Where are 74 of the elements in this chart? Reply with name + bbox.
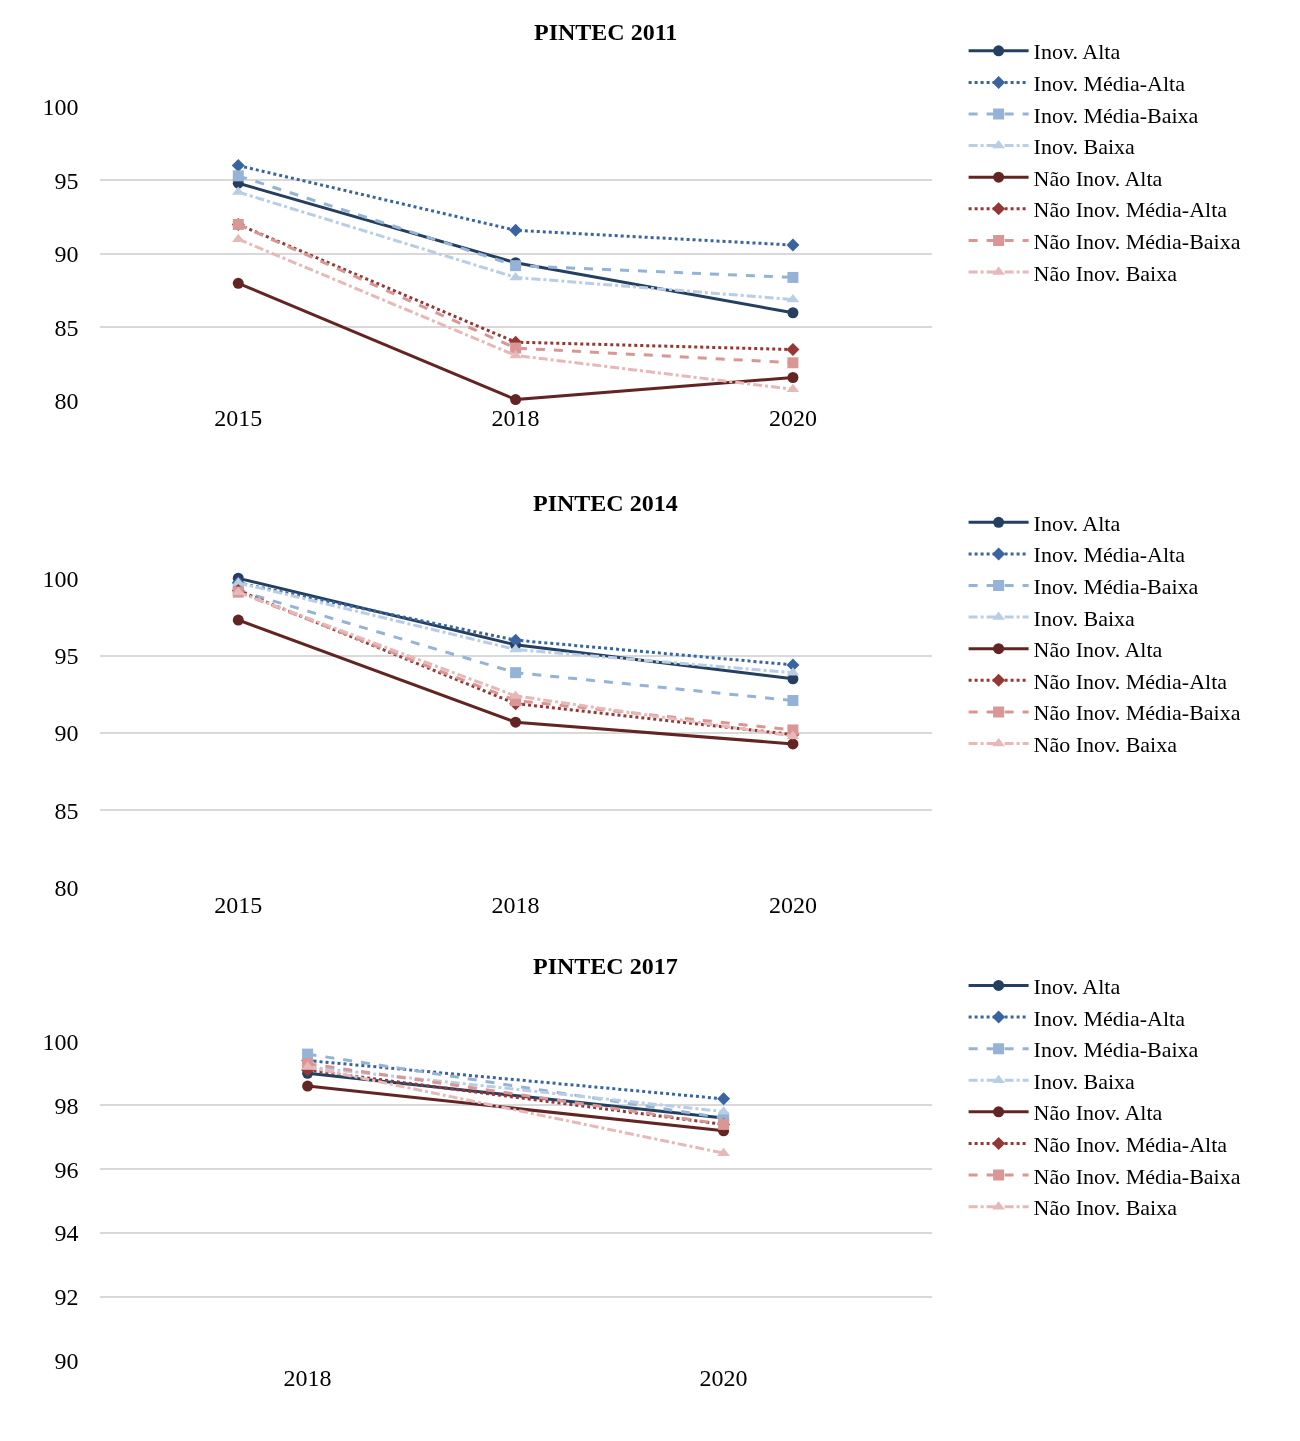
legend-label: Inov. Média-Alta xyxy=(1033,1005,1186,1031)
point xyxy=(509,223,523,237)
legend-label: Inov. Baixa xyxy=(1033,134,1136,160)
legend-label: Inov. Média-Baixa xyxy=(1033,102,1199,128)
x-tick-label: 2020 xyxy=(768,891,817,918)
x-tick-label: 2018 xyxy=(491,891,540,918)
point xyxy=(787,271,799,283)
point xyxy=(787,372,799,383)
point xyxy=(509,633,523,647)
legend-label: Inov. Média-Baixa xyxy=(1033,1037,1199,1063)
point xyxy=(787,357,799,369)
legend-label: Inov. Alta xyxy=(1033,39,1121,65)
legend-label: Não Inov. Alta xyxy=(1033,637,1163,663)
y-tick-label: 98 xyxy=(54,1092,79,1119)
x-tick-label: 2020 xyxy=(768,405,817,432)
point xyxy=(509,349,522,359)
y-tick-label: 90 xyxy=(54,241,79,268)
legend-label: Não Inov. Média-Alta xyxy=(1033,668,1228,694)
legend-label: Não Inov. Alta xyxy=(1033,1100,1163,1126)
y-tick-label: 95 xyxy=(54,643,79,670)
legend-label: Não Inov. Média-Baixa xyxy=(1033,228,1241,254)
point xyxy=(510,394,522,406)
legend-label: Não Inov. Média-Alta xyxy=(1033,197,1228,223)
point xyxy=(509,643,522,653)
point xyxy=(232,277,244,289)
point xyxy=(786,343,800,357)
chart-title: PINTEC 2017 xyxy=(533,953,678,979)
x-tick-label: 2018 xyxy=(491,405,540,432)
point xyxy=(231,159,245,173)
legend-label: Inov. Baixa xyxy=(1033,605,1136,631)
legend-label: Inov. Média-Baixa xyxy=(1033,574,1199,600)
y-tick-label: 90 xyxy=(54,720,79,747)
legend-label: Não Inov. Média-Alta xyxy=(1033,1132,1228,1158)
chart-title: PINTEC 2014 xyxy=(533,490,678,516)
point xyxy=(786,658,800,672)
y-tick-label: 80 xyxy=(54,388,79,415)
point xyxy=(717,1092,731,1106)
legend-label: Não Inov. Média-Baixa xyxy=(1033,700,1241,726)
y-tick-label: 100 xyxy=(42,1028,79,1055)
y-tick-label: 85 xyxy=(54,797,79,824)
chart-title: PINTEC 2011 xyxy=(534,19,678,45)
y-tick-label: 85 xyxy=(54,314,79,341)
point xyxy=(510,716,522,728)
y-tick-label: 96 xyxy=(54,1156,79,1183)
legend-label: Inov. Média-Alta xyxy=(1033,542,1186,568)
point xyxy=(302,1080,314,1092)
legend-label: Não Inov. Baixa xyxy=(1033,732,1178,758)
legend-label: Inov. Média-Alta xyxy=(1033,70,1186,96)
legend-label: Inov. Alta xyxy=(1033,510,1121,536)
y-tick-label: 95 xyxy=(54,167,79,194)
legend-label: Inov. Alta xyxy=(1033,974,1121,1000)
y-tick-label: 90 xyxy=(54,1348,79,1375)
legend-label: Não Inov. Alta xyxy=(1033,165,1163,191)
x-tick-label: 2015 xyxy=(214,405,263,432)
point xyxy=(509,271,522,281)
point xyxy=(510,667,522,679)
x-tick-label: 2015 xyxy=(214,891,263,918)
y-tick-label: 94 xyxy=(54,1220,79,1247)
point xyxy=(787,307,799,319)
point xyxy=(232,170,244,182)
legend-label: Não Inov. Baixa xyxy=(1033,260,1178,286)
point xyxy=(786,383,800,393)
y-tick-label: 92 xyxy=(54,1284,79,1311)
y-tick-label: 100 xyxy=(42,565,79,592)
legend-label: Não Inov. Baixa xyxy=(1033,1195,1178,1221)
y-tick-label: 100 xyxy=(42,94,79,121)
point xyxy=(232,614,244,626)
legend-label: Inov. Baixa xyxy=(1033,1068,1136,1094)
legend-label: Não Inov. Média-Baixa xyxy=(1033,1163,1241,1189)
point xyxy=(787,695,799,707)
x-tick-label: 2020 xyxy=(699,1364,748,1391)
x-tick-label: 2018 xyxy=(283,1364,332,1391)
y-tick-label: 80 xyxy=(54,875,79,902)
point xyxy=(786,238,800,252)
